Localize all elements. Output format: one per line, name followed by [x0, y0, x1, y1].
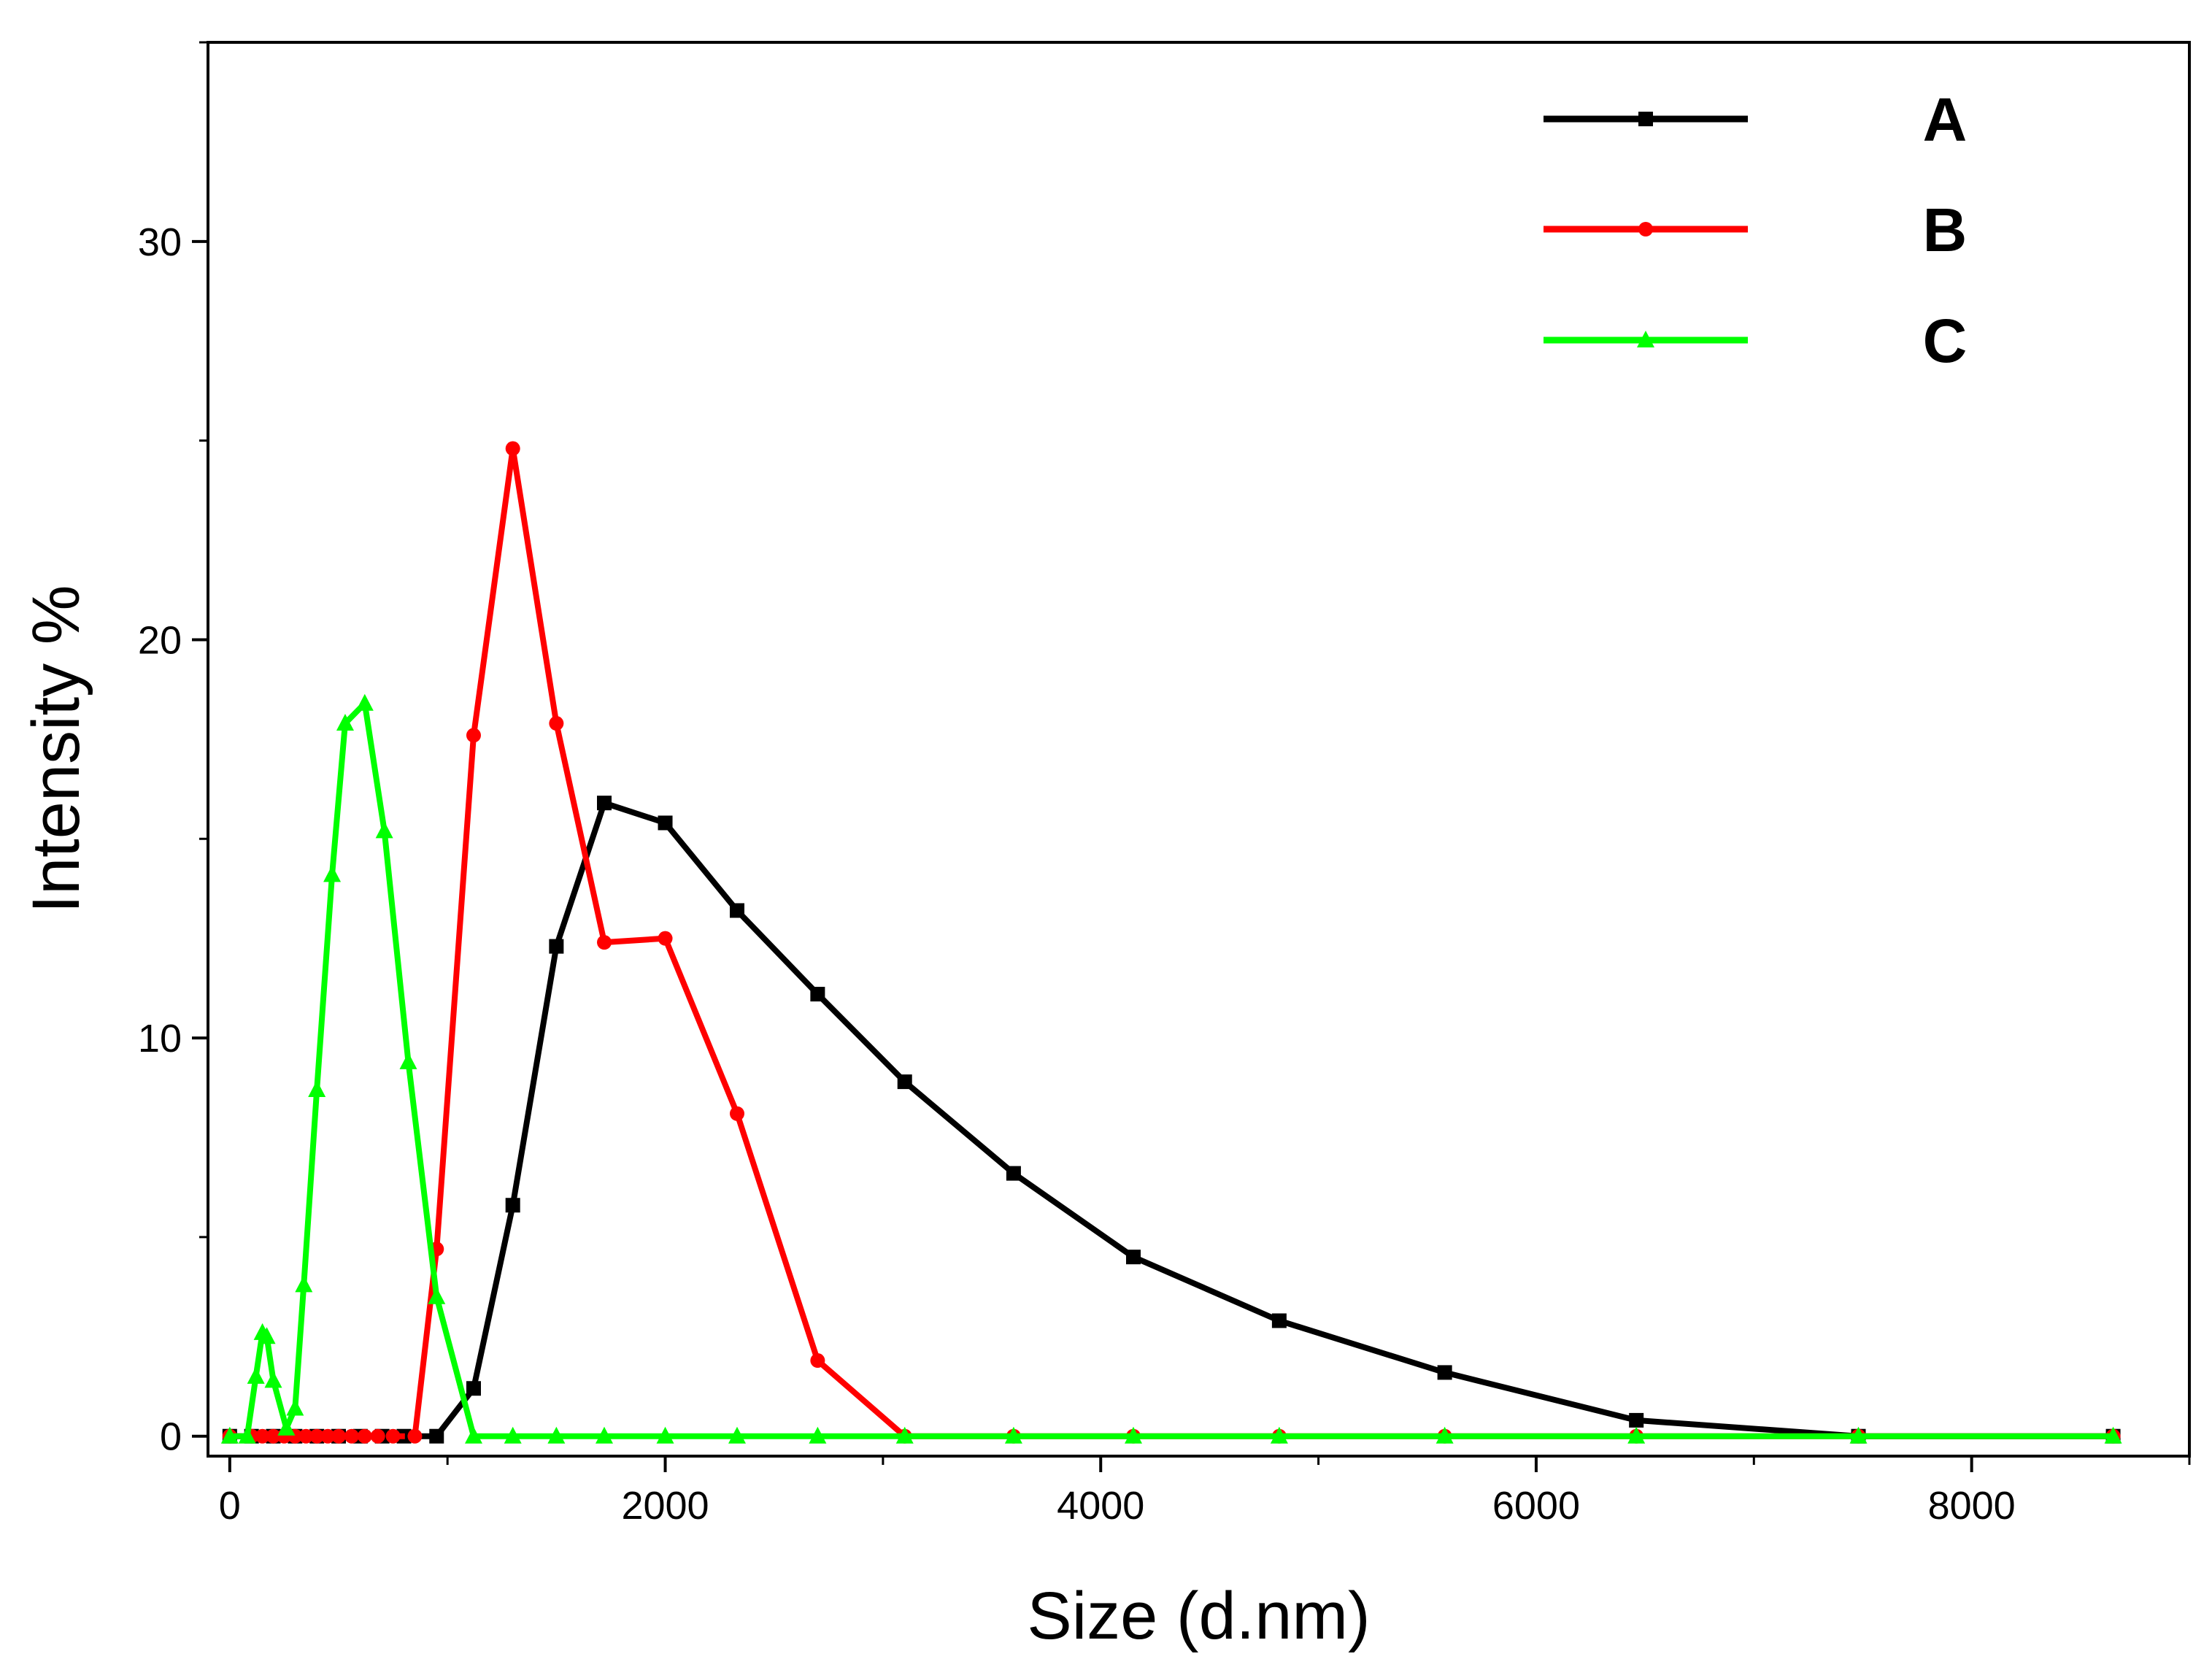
data-point: [323, 865, 342, 882]
series-a: [222, 796, 2121, 1444]
y-axis-title: Intensity %: [19, 585, 93, 914]
x-tick-label: 2000: [621, 1484, 709, 1528]
series-b: [222, 441, 2121, 1444]
data-point: [729, 1106, 744, 1121]
data-point: [277, 1418, 296, 1436]
data-point: [385, 1428, 401, 1444]
data-point: [728, 1426, 746, 1444]
data-point: [258, 1327, 276, 1344]
data-point: [1004, 1426, 1022, 1444]
data-point: [897, 1074, 912, 1090]
data-point: [505, 1198, 520, 1213]
data-point: [1270, 1426, 1288, 1444]
data-point: [466, 728, 481, 743]
legend-label: A: [1923, 85, 1968, 154]
data-point: [464, 1426, 482, 1444]
plot-border: [207, 41, 2191, 1458]
data-point: [547, 1426, 566, 1444]
y-tick-label: 0: [160, 1415, 182, 1459]
data-point: [320, 1428, 336, 1444]
legend-label: C: [1923, 307, 1968, 375]
data-point: [810, 987, 825, 1002]
data-point: [399, 1052, 417, 1069]
data-point: [504, 1426, 522, 1444]
data-point: [428, 1287, 446, 1304]
data-point: [1638, 222, 1653, 236]
data-point: [810, 1353, 825, 1369]
data-point: [309, 1428, 325, 1444]
y-tick-label: 10: [138, 1017, 182, 1061]
data-point: [370, 1428, 385, 1444]
legend-item-b: B: [1544, 196, 1967, 264]
data-point: [1125, 1250, 1141, 1265]
data-point: [658, 931, 673, 946]
data-point: [2104, 1426, 2122, 1444]
data-point: [1638, 112, 1653, 126]
data-point: [656, 1426, 674, 1444]
x-tick-label: 8000: [1928, 1484, 2016, 1528]
series-layer: [220, 441, 2122, 1444]
data-point: [375, 821, 393, 839]
data-point: [1124, 1426, 1142, 1444]
data-point: [331, 1428, 347, 1444]
data-point: [596, 1426, 613, 1444]
y-tick-label: 30: [138, 220, 182, 264]
series-line: [229, 700, 2113, 1439]
data-point: [238, 1426, 256, 1444]
data-point: [344, 1428, 359, 1444]
data-point: [1637, 331, 1654, 347]
data-point: [658, 815, 673, 831]
data-point: [1271, 1313, 1287, 1328]
y-tick-label: 20: [138, 618, 182, 662]
data-point: [266, 1428, 281, 1444]
data-point: [336, 714, 354, 731]
data-point: [466, 1381, 481, 1396]
legend-item-c: C: [1544, 307, 1967, 375]
data-point: [1849, 1426, 1868, 1444]
data-point: [355, 693, 374, 711]
data-point: [255, 1428, 270, 1444]
x-axis-title: Size (d.nm): [1027, 1579, 1370, 1653]
data-point: [308, 1080, 326, 1098]
data-point: [295, 1275, 313, 1293]
x-tick-label: 6000: [1492, 1484, 1580, 1528]
legend: ABC: [1544, 85, 1967, 375]
axis-ticks: 0 2000 4000 6000 8000 0 10 20 30: [138, 41, 2191, 1528]
data-point: [809, 1426, 827, 1444]
series-line: [229, 800, 2113, 1439]
data-point: [407, 1428, 423, 1444]
data-point: [298, 1428, 314, 1444]
data-point: [264, 1371, 282, 1388]
data-point: [286, 1398, 304, 1416]
legend-item-a: A: [1544, 85, 1967, 154]
data-point: [1437, 1365, 1452, 1380]
data-point: [505, 441, 520, 456]
data-point: [549, 939, 564, 954]
data-point: [1627, 1426, 1646, 1444]
data-point: [549, 716, 564, 731]
plot-frame: [207, 41, 2191, 1458]
data-point: [597, 796, 612, 811]
legend-label: B: [1923, 196, 1968, 264]
data-point: [1436, 1426, 1454, 1444]
x-tick-label: 0: [219, 1484, 241, 1528]
x-tick-label: 4000: [1057, 1484, 1144, 1528]
series-c: [220, 693, 2122, 1444]
data-point: [597, 935, 612, 950]
data-point: [220, 1426, 239, 1444]
data-point: [895, 1426, 914, 1444]
data-point: [1006, 1166, 1021, 1181]
data-point: [1629, 1412, 1644, 1428]
data-point: [729, 903, 744, 918]
data-point: [357, 1428, 372, 1444]
data-point: [247, 1366, 265, 1384]
data-point: [429, 1428, 444, 1444]
